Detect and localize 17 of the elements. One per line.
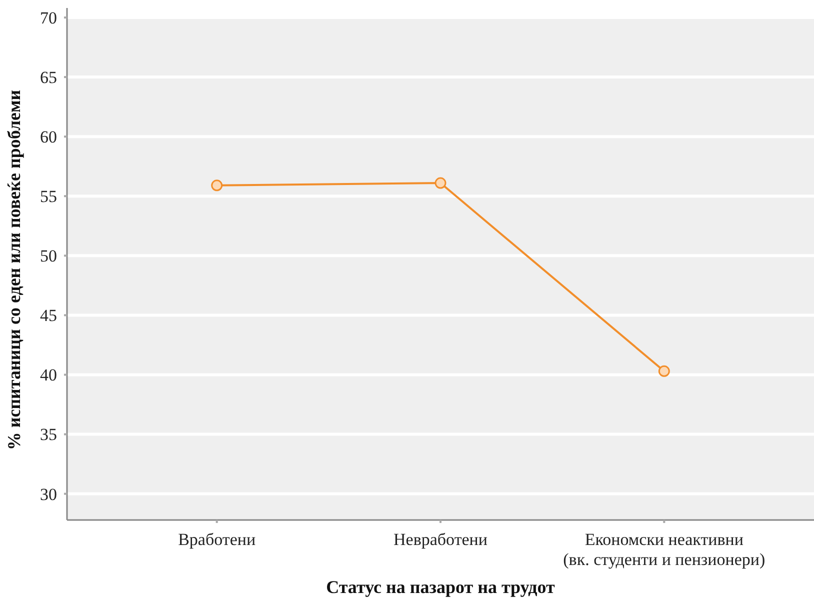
y-tick-label: 60	[40, 128, 57, 147]
x-axis-title: Статус на пазарот на трудот	[326, 577, 556, 597]
x-tick-label: Економски неактивни (вк. студенти и пензионери)	[563, 530, 766, 569]
point	[434, 177, 446, 189]
y-tick-label: 30	[40, 484, 57, 504]
y-tick-label: 50	[40, 246, 57, 266]
point	[211, 180, 223, 192]
y-tick-label: 45	[40, 306, 57, 326]
y-tick-label: 35	[40, 425, 57, 444]
point	[658, 365, 670, 377]
y-tick-label: 70	[40, 8, 57, 28]
y-tick-label: 40	[40, 366, 57, 385]
y-tick-label: 65	[40, 68, 57, 88]
y-tick-label: 55	[40, 187, 57, 206]
x-tick-label: Вработени	[178, 530, 256, 549]
y-axis-title: % испитаници со еден или повеќе проблеми	[4, 90, 24, 450]
x-tick-label: Невработени	[394, 530, 488, 549]
